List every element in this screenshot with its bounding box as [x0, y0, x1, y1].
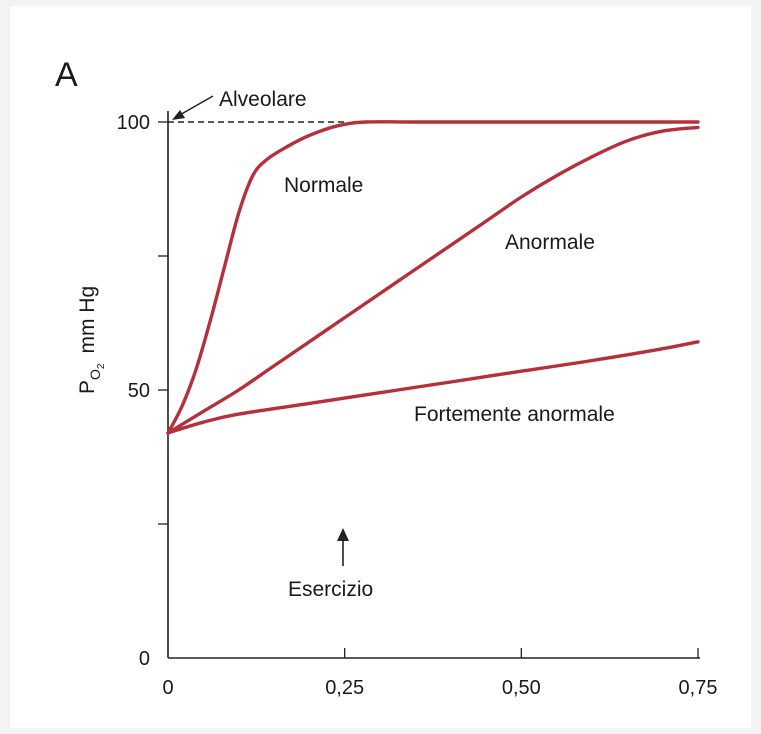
alveolare-label: Alveolare [219, 88, 307, 111]
x-tick-label: 0,75 [679, 677, 718, 699]
y-axis-label: PO2 mm Hg [76, 286, 107, 394]
y-tick-label: 0 [139, 648, 150, 670]
chart: A 0 50 100 0 0,25 0,50 0,75 Alveolare Normale… [55, 56, 717, 699]
esercizio-arrow-icon [337, 528, 349, 566]
series-group [166, 120, 700, 435]
y-label-unit: mm Hg [76, 286, 99, 354]
series-line-normale [166, 120, 700, 435]
x-tick-label: 0,50 [502, 677, 541, 699]
series-line-fortemente-anormale [166, 340, 700, 435]
y-tick-label: 50 [128, 380, 150, 402]
y-label-subsub: 2 [96, 363, 107, 369]
svg-text:PO2mm Hg: PO2 mm Hg [76, 286, 107, 394]
y-tick-label: 100 [117, 112, 150, 134]
alveolare-arrow-icon [172, 95, 214, 120]
series-label-anormale: Anormale [505, 231, 595, 254]
y-label-sub: O [87, 369, 103, 380]
x-ticks: 0 0,25 0,50 0,75 [162, 648, 717, 699]
x-tick-label: 0 [162, 677, 173, 699]
series-label-normale: Normale [284, 174, 363, 197]
esercizio-label: Esercizio [288, 578, 373, 601]
series-line-anormale [166, 125, 700, 435]
panel-letter: A [55, 56, 78, 94]
figure: A 0 50 100 0 0,25 0,50 0,75 Alveolare Normale… [10, 6, 751, 728]
y-ticks: 0 50 100 [117, 112, 168, 670]
x-tick-label: 0,25 [325, 677, 364, 699]
y-label-base: P [76, 380, 99, 394]
series-label-fortemente-anormale: Fortemente anormale [414, 403, 615, 426]
